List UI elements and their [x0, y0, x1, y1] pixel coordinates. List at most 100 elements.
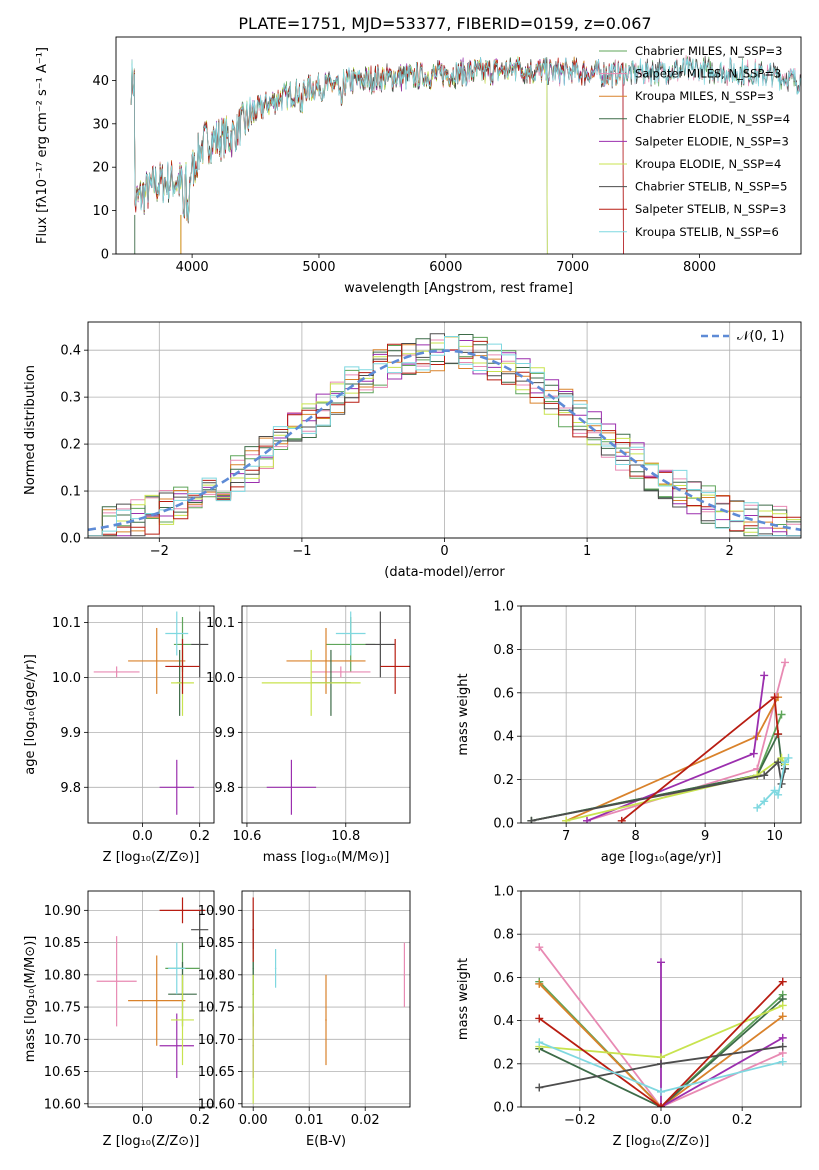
weight-marker — [657, 1087, 665, 1096]
data-point — [115, 980, 118, 983]
data-point — [325, 660, 327, 662]
weight-marker — [760, 771, 769, 780]
weight-series-line — [660, 962, 784, 1107]
data-point — [181, 1019, 184, 1021]
x-tick-label: 0.00 — [239, 1113, 268, 1128]
y-tick-label: 10.65 — [198, 1065, 235, 1080]
y-tick-label: 10.85 — [198, 936, 235, 951]
data-point — [325, 1019, 327, 1021]
data-point — [175, 786, 178, 789]
x-axis-label: Z [log₁₀(Z/Z⊙)] — [103, 1134, 200, 1149]
weight-marker — [778, 1057, 787, 1066]
y-tick-label: 0.0 — [493, 817, 514, 832]
y-tick-label: 0.4 — [493, 1014, 514, 1029]
y-tick-label: 10.60 — [44, 1097, 81, 1112]
legend-entry: Salpeter ELODIE, N_SSP=3 — [635, 134, 789, 148]
data-point — [115, 671, 118, 673]
legend-entry: Chabrier STELIB, N_SSP=5 — [635, 180, 787, 194]
weight-marker — [778, 1042, 787, 1051]
weight-marker — [749, 749, 758, 758]
x-tick-label: 0.0 — [132, 829, 153, 844]
axes-frame: −0.2 0.0 0.2 0.0 0.2 0.4 0.6 0.8 1.0 Z [log₁₀(Z/Z… — [456, 885, 802, 1149]
x-axis-label: mass [log₁₀(M/M⊙)] — [263, 850, 390, 865]
weight-series-line — [621, 695, 779, 822]
weight-marker — [777, 753, 786, 762]
panel-weight-vs-age — [521, 605, 801, 824]
histogram-series-line — [88, 333, 801, 537]
x-axis-label: Z [log₁₀(Z/Z⊙)] — [103, 850, 200, 865]
weight-marker — [657, 958, 665, 967]
y-tick-label: 0.2 — [60, 438, 81, 453]
y-tick-label: 0.8 — [493, 643, 514, 658]
y-tick-label: 0.4 — [493, 730, 514, 745]
axes-frame: 0.0 0.2 10.60 10.65 10.70 10.75 10.80 10.85 10.9… — [23, 890, 215, 1149]
x-tick-label: −2 — [150, 544, 169, 559]
panel-weight-vs-Z — [521, 890, 801, 1108]
x-tick-label: 5000 — [302, 260, 335, 275]
plot-area — [261, 611, 410, 815]
plot-area — [96, 897, 209, 1078]
legend-entry: 𝒩(0, 1) — [737, 329, 784, 344]
axes-frame: 0.0 0.2 9.8 9.9 10.0 10.1 Z [log₁₀(Z/Z⊙)] age [… — [23, 605, 215, 865]
legend-entry: Chabrier MILES, N_SSP=3 — [635, 44, 782, 58]
weight-marker — [535, 1014, 544, 1023]
weight-marker — [770, 693, 779, 702]
data-point — [155, 660, 158, 662]
x-tick-label: 10.8 — [331, 829, 360, 844]
y-tick-label: 40 — [92, 74, 109, 89]
data-point — [403, 974, 406, 976]
x-tick-label: 0.2 — [732, 1113, 753, 1128]
y-tick-label: 9.8 — [214, 781, 235, 796]
data-point — [394, 665, 396, 668]
plot-area — [130, 55, 801, 254]
weight-marker — [770, 786, 779, 795]
weight-marker — [617, 816, 626, 823]
x-tick-label: 0.0 — [651, 1113, 672, 1128]
x-tick-label: 0.2 — [189, 1113, 210, 1128]
axes-frame: 0.00 0.01 0.02 10.60 10.65 10.70 10.75 10.80 10.… — [198, 890, 411, 1149]
data-point — [290, 786, 293, 789]
weight-series-line — [565, 696, 779, 822]
x-tick-label: 0.01 — [295, 1113, 324, 1128]
data-point — [175, 632, 178, 635]
axes-frame: 10.6 10.8 9.8 9.9 10.0 10.1 mass [log₁₀(M/M⊙)] — [206, 605, 411, 865]
weight-marker — [774, 730, 783, 739]
y-tick-label: 0.2 — [493, 1057, 514, 1072]
panel-mass-vs-EBV — [242, 891, 410, 1107]
weight-marker — [657, 1103, 665, 1107]
y-axis-label: mass weight — [456, 673, 471, 755]
axes-frame: 4000 5000 6000 7000 8000 0 10 20 30 40 wavelength … — [35, 36, 802, 296]
data-point — [198, 928, 201, 931]
weight-marker — [781, 658, 790, 667]
weight-marker — [527, 816, 536, 823]
weight-marker — [535, 943, 544, 952]
y-tick-label: 0.0 — [493, 1101, 514, 1116]
weight-marker — [535, 1083, 544, 1092]
data-point — [379, 643, 382, 646]
weight-marker — [774, 758, 783, 767]
x-tick-label: 7 — [562, 829, 570, 844]
x-axis-label: (data-model)/error — [384, 565, 505, 580]
y-tick-label: 0.6 — [493, 686, 514, 701]
y-tick-label: 10.80 — [44, 968, 81, 983]
weight-marker — [784, 753, 793, 762]
weight-marker — [778, 1001, 787, 1010]
legend-entry: Kroupa STELIB, N_SSP=6 — [635, 225, 779, 239]
legend: Chabrier MILES, N_SSP=3 Salpeter MILES, N… — [599, 44, 790, 239]
y-tick-label: 9.9 — [60, 726, 81, 741]
legend-entry: Salpeter MILES, N_SSP=3 — [635, 67, 781, 81]
y-tick-label: 10.60 — [198, 1097, 235, 1112]
x-tick-label: 10.6 — [232, 829, 261, 844]
panel-residuals — [88, 322, 801, 539]
axes-frame: 7 8 9 10 0.0 0.2 0.4 0.6 0.8 1.0 age [log₁₀(age/yr… — [456, 600, 802, 865]
weight-marker — [657, 1059, 665, 1068]
figure-title: PLATE=1751, MJD=53377, FIBERID=0159, z=0… — [238, 14, 651, 33]
plot-area — [527, 658, 793, 823]
y-tick-label: 10.75 — [44, 1001, 81, 1016]
x-tick-label: 0.2 — [189, 829, 210, 844]
data-point — [175, 967, 178, 970]
weight-marker — [781, 758, 790, 767]
y-tick-label: 10.75 — [198, 1001, 235, 1016]
panel-mass-vs-Z — [88, 891, 214, 1107]
weight-marker — [583, 816, 592, 823]
